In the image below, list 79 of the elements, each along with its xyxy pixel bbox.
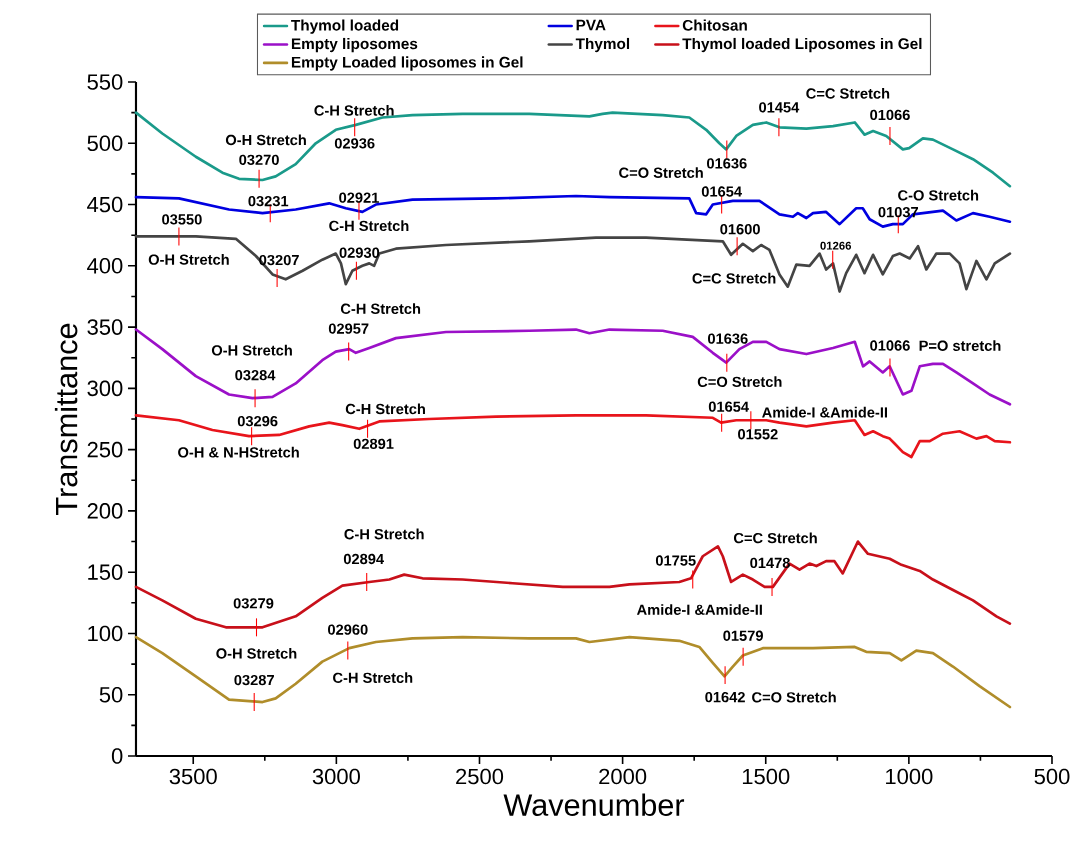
annotation: 01636 bbox=[708, 333, 748, 344]
x-tick-label: 3000 bbox=[312, 768, 360, 785]
x-tick-label: 1000 bbox=[886, 768, 933, 785]
y-tick-label: 50 bbox=[99, 686, 123, 703]
annotation: O-H & N-HStretch bbox=[178, 446, 299, 458]
y-tick-label: 200 bbox=[87, 503, 123, 519]
annotation: C=O Stretch bbox=[619, 167, 703, 178]
annotation: 03279 bbox=[233, 598, 274, 609]
annotation: C=C Stretch bbox=[806, 87, 890, 99]
y-tick-label: 300 bbox=[87, 380, 123, 397]
annotation: P=O stretch bbox=[919, 340, 1001, 351]
annotation: 02936 bbox=[334, 138, 375, 149]
annotation: O-H Stretch bbox=[211, 344, 292, 356]
annotation: 01636 bbox=[707, 158, 747, 169]
legend-label: Empty liposomes bbox=[291, 37, 418, 53]
x-tick-label: 2000 bbox=[599, 768, 647, 785]
y-tick-label: 100 bbox=[88, 625, 123, 642]
annotation: 03270 bbox=[239, 154, 279, 166]
x-axis-title: Wavenumber bbox=[503, 793, 685, 816]
annotation: Amide-I &Amide-II bbox=[762, 406, 888, 418]
annotation: C-H Stretch bbox=[345, 403, 425, 415]
annotation: O-H Stretch bbox=[225, 134, 306, 146]
annotation: 02957 bbox=[328, 323, 369, 334]
x-tick-label: 1500 bbox=[742, 768, 790, 785]
annotation: C-H Stretch bbox=[344, 528, 424, 540]
annotation: 02960 bbox=[328, 624, 368, 635]
annotation: 01755 bbox=[655, 555, 696, 566]
y-tick-label: 400 bbox=[87, 258, 123, 274]
x-tick-label: 500 bbox=[1034, 768, 1070, 785]
annotation: O-H Stretch bbox=[216, 647, 297, 659]
annotation: C=O Stretch bbox=[697, 376, 782, 388]
annotation: 03296 bbox=[237, 415, 278, 427]
annotation: 01266 bbox=[820, 241, 852, 250]
legend-label: Thymol bbox=[575, 37, 630, 53]
annotation: C-H Stretch bbox=[333, 672, 413, 683]
annotation: C=C Stretch bbox=[692, 272, 776, 284]
annotation: 02894 bbox=[343, 553, 384, 565]
legend-label: Empty Loaded liposomes in Gel bbox=[291, 56, 523, 71]
annotation: 01454 bbox=[759, 102, 800, 113]
line-series bbox=[134, 235, 1012, 293]
annotation: O-H Stretch bbox=[148, 254, 229, 265]
y-tick-label: 150 bbox=[88, 564, 123, 580]
annotation: 01066 bbox=[870, 340, 910, 351]
annotation: C=C Stretch bbox=[733, 532, 817, 544]
annotation: 01552 bbox=[738, 429, 778, 440]
legend-label: PVA bbox=[576, 19, 606, 31]
y-tick-label: 450 bbox=[87, 196, 123, 213]
annotation: C-H Stretch bbox=[314, 104, 394, 116]
annotation: C-O Stretch bbox=[898, 189, 979, 201]
annotation: 01654 bbox=[708, 401, 749, 412]
annotation: 03231 bbox=[248, 195, 289, 207]
annotation: 01642 bbox=[705, 691, 745, 703]
annotation: 01478 bbox=[750, 557, 790, 569]
annotation: 01037 bbox=[878, 206, 919, 218]
y-axis-title: Transmittance bbox=[54, 323, 78, 515]
y-tick-label: 0 bbox=[111, 748, 123, 764]
annotation: C-H Stretch bbox=[340, 303, 421, 314]
legend-label: Thymol loaded Liposomes in Gel bbox=[682, 37, 922, 53]
y-tick-label: 550 bbox=[87, 74, 123, 90]
annotation: 03284 bbox=[235, 369, 276, 381]
annotation: 02930 bbox=[339, 247, 380, 258]
annotation: 02921 bbox=[339, 192, 379, 203]
annotation: Amide-I &Amide-II bbox=[636, 604, 762, 615]
annotation: 02891 bbox=[353, 438, 394, 449]
annotation: 03287 bbox=[234, 674, 274, 686]
annotation: C-H Stretch bbox=[329, 220, 409, 232]
annotation: 01600 bbox=[720, 224, 760, 235]
legend-label: Thymol loaded bbox=[291, 19, 399, 34]
annotation: 01654 bbox=[701, 186, 742, 197]
y-tick-label: 250 bbox=[87, 441, 123, 458]
annotation: 01579 bbox=[723, 630, 763, 641]
y-tick-label: 350 bbox=[87, 319, 123, 335]
x-tick-label: 2500 bbox=[456, 768, 504, 785]
annotation: C=O Stretch bbox=[752, 691, 836, 703]
legend-label: Chitosan bbox=[682, 19, 747, 31]
x-tick-label: 3500 bbox=[169, 768, 217, 785]
annotation: 01066 bbox=[870, 109, 910, 121]
annotation: 03550 bbox=[162, 214, 202, 225]
y-tick-label: 500 bbox=[87, 135, 123, 152]
